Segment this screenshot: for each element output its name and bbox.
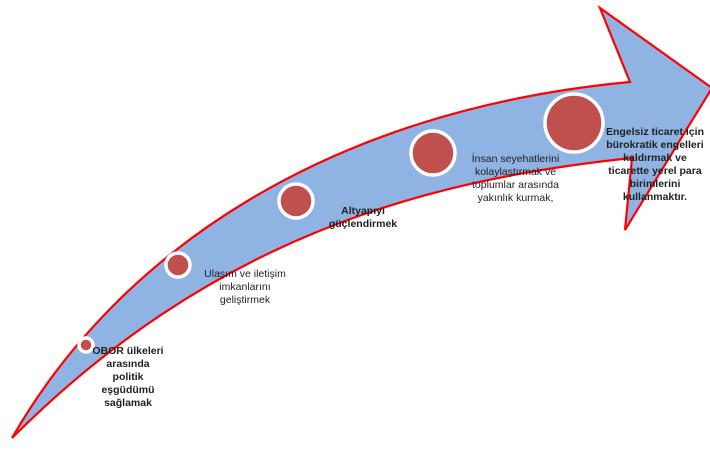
milestone-dot-5	[543, 92, 605, 154]
milestone-label-1: OBOR ülkeleri arasında politik eşgüdümü …	[92, 345, 164, 409]
milestone-dot-3	[277, 182, 315, 220]
milestone-dot-1	[77, 336, 95, 354]
milestone-label-5: Engelsiz ticaret için bürokratik engelle…	[605, 126, 705, 203]
curved-arrow	[11, 4, 710, 439]
milestone-dot-4	[409, 129, 457, 177]
milestone-label-3: Altyapıyı güçlendirmek	[328, 205, 398, 230]
milestone-dot-2	[164, 251, 192, 279]
milestone-label-4: İnsan seyehatlerini kolaylaştırmak ve to…	[471, 153, 560, 204]
milestone-label-2: Ulaşım ve iletişim imkanlarını geliştirm…	[204, 268, 286, 306]
